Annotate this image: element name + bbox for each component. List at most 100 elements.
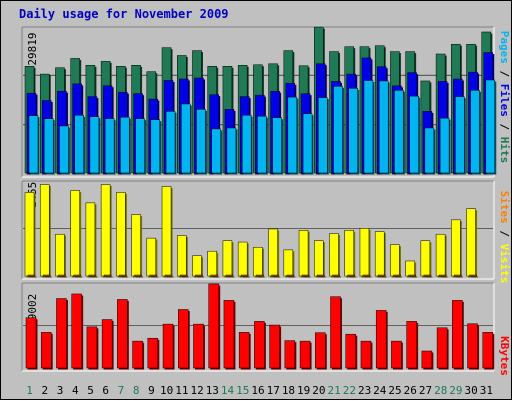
bar-kbytes-day-13 <box>208 283 219 369</box>
bar-sites-day-8 <box>134 274 142 277</box>
bar-sites-day-5-shadow <box>90 276 98 278</box>
bar-visits-day-30 <box>466 208 476 277</box>
day-label-18: 18 <box>282 384 295 397</box>
panel-hits-right-label-part-3: / <box>498 117 511 137</box>
bar-sites-day-29-shadow <box>455 276 463 278</box>
day-label-6: 6 <box>102 384 109 397</box>
bar-pages-day-29 <box>455 96 465 174</box>
bar-pages-day-9 <box>150 119 161 174</box>
day-label-10: 10 <box>160 384 173 397</box>
day-label-24: 24 <box>373 384 387 397</box>
bar-sites-day-10-shadow <box>166 276 174 278</box>
bar-sites-day-23-shadow <box>364 276 372 278</box>
bar-visits-day-26 <box>405 260 415 277</box>
bar-kbytes-day-16 <box>254 321 265 369</box>
bar-pages-day-26 <box>409 95 419 174</box>
bar-pages-day-4 <box>74 114 84 174</box>
bar-kbytes-day-10 <box>162 323 174 369</box>
bar-sites-day-17 <box>271 274 279 277</box>
panel-kbytes-right-label: KBytes <box>498 336 511 376</box>
bar-sites-day-6-shadow <box>105 276 113 278</box>
bar-sites-day-25 <box>393 274 401 277</box>
bar-sites-day-7 <box>119 274 127 277</box>
day-label-19: 19 <box>297 384 310 397</box>
day-label-22: 22 <box>343 384 356 397</box>
bar-sites-day-3-shadow <box>59 276 67 278</box>
bar-sites-day-8-shadow <box>136 276 144 278</box>
day-label-9: 9 <box>148 384 155 397</box>
bar-pages-day-25 <box>394 90 404 174</box>
day-label-2: 2 <box>42 384 49 397</box>
bar-sites-day-21-shadow <box>334 276 342 278</box>
bar-kbytes-day-15 <box>238 332 250 369</box>
bar-visits-day-19 <box>298 230 309 277</box>
panel-visits-right-label-part-2: Visits <box>498 244 511 284</box>
bar-kbytes-day-7 <box>117 299 128 369</box>
day-label-27: 27 <box>419 384 432 397</box>
bar-pages-day-16 <box>257 115 267 174</box>
bar-sites-day-19 <box>301 274 310 277</box>
bar-kbytes-day-2 <box>40 332 52 369</box>
bar-pages-day-8 <box>135 118 145 174</box>
bar-pages-day-28 <box>439 117 450 174</box>
bar-visits-day-3 <box>55 233 65 277</box>
bar-visits-day-1 <box>24 192 35 277</box>
day-label-1: 1 <box>26 384 33 397</box>
bar-sites-day-25-shadow <box>394 276 402 278</box>
panel-hits-right-label-part-2: Files <box>498 84 511 117</box>
bar-sites-day-2-shadow <box>44 276 52 278</box>
bar-sites-day-30-shadow <box>471 276 479 278</box>
bar-sites-day-16 <box>256 274 264 277</box>
bar-sites-day-14-shadow <box>227 276 235 278</box>
bar-kbytes-day-8 <box>132 340 143 369</box>
bar-visits-day-27 <box>420 240 431 277</box>
bar-kbytes-day-6 <box>101 319 113 369</box>
bar-sites-day-20 <box>317 274 325 277</box>
bar-sites-day-26-shadow <box>410 276 418 278</box>
panel-hits-right-label-part-4: Hits <box>498 137 511 164</box>
bar-visits-day-20 <box>314 240 324 277</box>
bar-sites-day-26 <box>408 274 416 277</box>
bar-sites-day-14 <box>225 274 234 277</box>
bar-sites-day-30 <box>469 274 477 277</box>
day-label-15: 15 <box>236 384 249 397</box>
day-label-4: 4 <box>72 384 79 397</box>
bar-pages-day-27 <box>424 127 435 174</box>
bar-sites-day-27-shadow <box>425 276 433 278</box>
bar-pages-day-12 <box>196 109 206 174</box>
day-label-12: 12 <box>190 384 203 397</box>
bar-visits-day-21 <box>329 233 339 277</box>
bar-visits-day-24 <box>374 231 385 277</box>
bar-visits-day-2 <box>39 184 50 277</box>
bar-sites-day-11 <box>180 274 188 277</box>
bar-sites-day-22-shadow <box>349 276 357 278</box>
bar-pages-day-17 <box>272 117 282 174</box>
day-label-28: 28 <box>434 384 447 397</box>
day-label-17: 17 <box>267 384 280 397</box>
bar-kbytes-day-14 <box>223 300 235 369</box>
bar-kbytes-day-30 <box>467 323 478 369</box>
bar-kbytes-day-9 <box>147 337 159 369</box>
day-label-30: 30 <box>465 384 478 397</box>
bar-sites-day-20-shadow <box>318 276 326 278</box>
bar-kbytes-day-3 <box>56 298 67 369</box>
bar-kbytes-day-29 <box>452 300 463 369</box>
bar-pages-day-30 <box>470 90 480 174</box>
bar-sites-day-19-shadow <box>303 276 311 278</box>
panel-visits-right-label: Sites / Visits <box>498 191 511 284</box>
bar-sites-day-12-shadow <box>196 276 204 278</box>
day-label-3: 3 <box>57 384 64 397</box>
bar-sites-day-23 <box>362 274 371 277</box>
day-label-7: 7 <box>118 384 125 397</box>
bar-sites-day-5 <box>88 274 97 277</box>
bar-sites-day-4 <box>73 274 81 277</box>
bar-pages-day-10 <box>165 111 176 174</box>
bar-kbytes-day-5 <box>86 326 98 369</box>
bar-kbytes-day-17 <box>269 324 280 369</box>
bar-sites-day-28-shadow <box>440 276 448 278</box>
day-label-14: 14 <box>221 384 235 397</box>
bar-kbytes-day-27 <box>421 350 433 369</box>
bar-kbytes-day-28 <box>436 327 448 369</box>
bar-sites-day-18 <box>286 274 295 277</box>
